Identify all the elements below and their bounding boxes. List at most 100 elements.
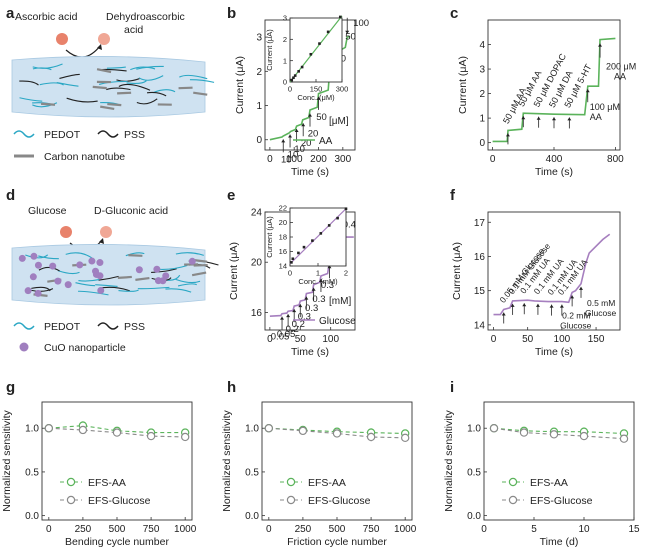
- polymer-fiber: [189, 79, 215, 83]
- inset-point: [338, 15, 342, 19]
- x-tick-label: 15: [628, 524, 640, 535]
- cuo-nanoparticle: [188, 257, 196, 265]
- x-axis-label: Time (d): [540, 536, 579, 548]
- plot-frame: [483, 401, 635, 521]
- y-tick-label: 1: [283, 56, 287, 65]
- inset-point: [344, 207, 348, 211]
- cuo-nanoparticle: [76, 261, 84, 269]
- carbon-nanotube: [191, 271, 207, 277]
- data-point: [489, 424, 499, 433]
- x-axis-label: Time (s): [291, 346, 329, 358]
- y-tick-label: 1.0: [245, 424, 259, 435]
- chart-i: 0 5 10 15 0.0 0.5 1.0 Time (d) Normalized sensit…: [443, 401, 640, 548]
- panel-label-d: d: [6, 187, 15, 204]
- polymer-fiber: [78, 290, 109, 296]
- polymer-fiber: [25, 254, 49, 259]
- annotation-arrowhead: [318, 279, 323, 283]
- annotation-arrowhead: [316, 96, 321, 100]
- x-tick-label: 0: [266, 524, 272, 535]
- step-annotation: 50: [316, 112, 327, 123]
- legend-title: [mM]: [329, 296, 351, 307]
- y-axis-label: Current (μA): [228, 242, 240, 300]
- cuo-nanoparticle: [88, 257, 96, 265]
- legend-marker: [286, 495, 296, 505]
- data-point: [44, 424, 54, 433]
- data-point: [264, 424, 274, 433]
- glucose-molecule: [60, 226, 72, 238]
- polymer-fiber: [138, 75, 164, 81]
- annotation-arrowhead: [570, 295, 575, 299]
- panel-label-a: a: [6, 5, 15, 22]
- legend-label: EFS-Glucose: [88, 495, 151, 507]
- cuo-legend-icon: [19, 342, 29, 352]
- annotation-arrowhead: [286, 314, 291, 318]
- polymer-fiber: [98, 275, 119, 281]
- legend-label: EFS-AA: [530, 477, 568, 489]
- polymer-fiber: [19, 80, 39, 86]
- polymer-fiber: [165, 288, 192, 293]
- inset-point: [290, 78, 294, 82]
- annotation-arrowhead: [301, 123, 306, 127]
- x-axis-label: Time (s): [535, 346, 573, 358]
- x-tick-label: 50: [295, 334, 307, 345]
- annotation-arrowhead: [345, 30, 350, 34]
- annotation-arrowhead: [280, 316, 285, 320]
- legend-marker: [66, 477, 76, 487]
- polymer-fiber: [57, 270, 80, 275]
- x-tick-label: 800: [607, 154, 624, 165]
- annotation-arrowhead: [298, 304, 303, 308]
- y-tick-label: 0: [479, 138, 485, 149]
- inset-point: [309, 52, 313, 56]
- annotation-arrowhead: [535, 303, 540, 307]
- schematic-d: Glucose D-Gluconic acid PEDOT PSS CuO na…: [11, 205, 219, 354]
- y-tick-label: 2: [479, 89, 485, 100]
- y-tick-label: 0.0: [245, 511, 259, 522]
- data-point: [332, 429, 342, 438]
- data-point: [112, 428, 122, 437]
- film-a: [11, 56, 206, 118]
- inset-b: 0 150 300 0 1 2 3 Conc. (μM) Current (μA): [265, 14, 348, 102]
- cuo-nanoparticle: [49, 262, 57, 270]
- polymer-fiber: [130, 66, 156, 71]
- y-tick-label: 0.0: [25, 511, 39, 522]
- carbon-nanotube: [100, 105, 115, 111]
- series-line-g-1: [48, 427, 186, 438]
- polymer-fiber: [19, 97, 43, 102]
- x-tick-label: 100: [322, 334, 339, 345]
- y-axis-label: Current (μA): [457, 56, 469, 114]
- y-tick-label: 3: [256, 33, 262, 44]
- inset-point: [327, 224, 331, 227]
- cuo-nanoparticle: [64, 281, 72, 289]
- annotation-arrowhead: [579, 286, 584, 290]
- polymer-fiber: [136, 98, 158, 105]
- step-annotation: 50: [345, 31, 356, 42]
- y-tick-label: 18: [279, 233, 287, 242]
- y-axis-label: Normalized sensitivity: [1, 409, 13, 511]
- x-tick-label: 500: [329, 524, 346, 535]
- legend-label: EFS-AA: [88, 477, 126, 489]
- annotation-arrowhead: [585, 89, 590, 93]
- y-tick-label: 0: [256, 135, 262, 146]
- polymer-fiber: [136, 65, 164, 70]
- x-tick-label: 100: [554, 334, 571, 345]
- polymer-fiber: [75, 282, 96, 287]
- step-annotation: Glucose: [585, 308, 616, 318]
- plot-frame: [487, 211, 621, 331]
- polymer-fiber: [95, 284, 118, 287]
- x-tick-label: 300: [334, 154, 351, 165]
- panel-label-i: i: [450, 379, 454, 396]
- polymer-fiber: [56, 81, 79, 87]
- y-tick-label: 3: [479, 65, 485, 76]
- x-tick-label: 0: [491, 334, 497, 345]
- legend-pss-d: PSS: [124, 321, 145, 333]
- data-point: [519, 428, 529, 437]
- x-tick-label: 0: [46, 524, 52, 535]
- chart-g: 0 250 500 750 1000 0.0 0.5 1.0 Bending cycle num…: [1, 401, 197, 548]
- pedot-legend-icon-d: [13, 322, 35, 330]
- x-axis-label: Time (s): [535, 166, 573, 178]
- polymer-fiber: [98, 80, 128, 85]
- fiber-network-a: [19, 63, 215, 111]
